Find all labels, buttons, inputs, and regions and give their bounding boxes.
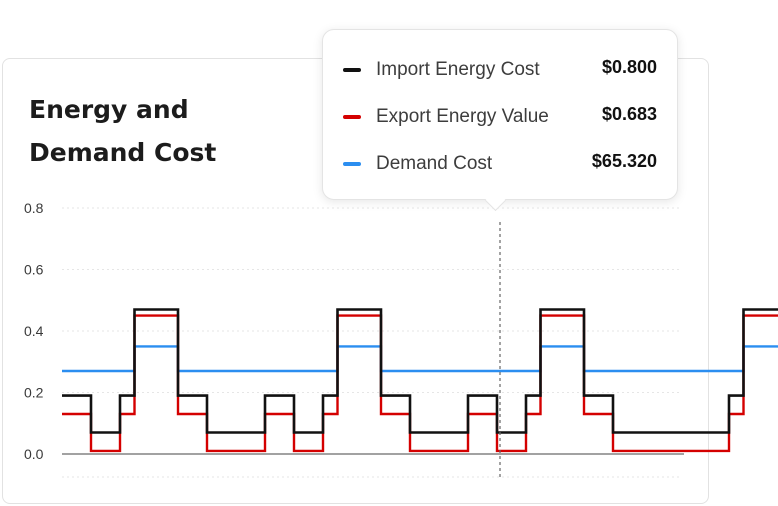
tooltip-label-demand: Demand Cost: [376, 153, 493, 174]
export-legend-swatch: [343, 115, 361, 119]
demand-legend-swatch: [343, 162, 361, 166]
y-tick-label: 0.4: [24, 323, 44, 339]
y-tick-label: 0.6: [24, 262, 44, 278]
export-energy-value-series-line: [62, 314, 778, 453]
y-tick-label: 0.0: [24, 446, 44, 462]
tooltip-value-import: $0.800: [601, 57, 657, 77]
demand-cost-series-line: [62, 345, 778, 373]
y-tick-label: 0.8: [24, 200, 44, 216]
chart-tooltip: Import Energy Cost $0.800 Export Energy …: [322, 29, 678, 200]
tooltip-row-demand: Demand Cost $65.320: [343, 151, 657, 177]
tooltip-label-export: Export Energy Value: [376, 106, 549, 127]
chart-title: Energy and Demand Cost: [29, 95, 217, 167]
tooltip-value-demand: $65.320: [591, 151, 657, 171]
tooltip-value-export: $0.683: [601, 104, 657, 124]
y-tick-label: 0.2: [24, 385, 44, 401]
tooltip-row-import: Import Energy Cost $0.800: [343, 57, 657, 83]
import-energy-cost-series-line: [62, 308, 778, 434]
import-legend-swatch: [343, 68, 361, 72]
tooltip-row-export: Export Energy Value $0.683: [343, 104, 657, 130]
tooltip-label-import: Import Energy Cost: [376, 59, 540, 80]
